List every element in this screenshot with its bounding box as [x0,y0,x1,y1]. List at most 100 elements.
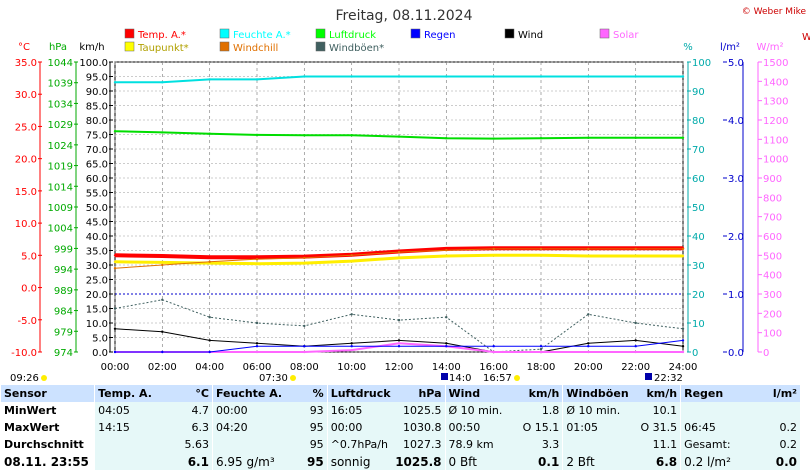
series-point-solar [539,350,543,354]
series-point-regen [255,345,259,348]
series-point-luftdruck [587,136,590,139]
solar-tick: 1200 [763,116,788,127]
extra-axis-letter: W [802,32,810,43]
wind-tick: 50.0 [86,203,108,214]
cell-note: Gesamt: [684,438,731,451]
cell-note: 01:05 [566,421,599,434]
stats-header-rain: Regen [684,387,724,400]
series-point-wind [350,342,353,345]
cell-note: 06:45 [684,421,716,434]
press-tick: 1014 [48,182,73,193]
stats-header-wind-unit: km/h [528,387,560,400]
marker-end-time: 22:32 [654,373,683,384]
cell-note: 00:50 [448,421,481,434]
wind-tick: 10.0 [86,319,108,330]
series-point-luftdruck [492,137,495,140]
stats-row-current: 08.11. 23:55 6.1 6.95 g/m³ 95 sonnig 1025.… [0,453,800,470]
series-point-luftdruck [397,135,401,138]
wind-tick: 25.0 [86,276,108,287]
stats-header-row: Sensor Temp. A. °C Feuchte A.% Luftdruck h… [0,385,800,402]
legend-label: Taupunkt* [137,43,189,54]
series-point-wind [681,345,685,348]
press-tick: 994 [54,265,73,276]
solar-tick: 200 [763,309,782,320]
hum-tick: 90 [692,87,705,98]
x-axis-labels: 00:00 02:00 04:00 06:00 08:00 10:00 12:00 14:00… [101,362,698,373]
series-point-luftdruck [445,137,448,140]
stats-header-sensor: Sensor [0,385,95,402]
cell-value: 1.8 [541,404,560,417]
row-label: MaxWert [0,419,95,436]
hum-tick: 80 [692,116,705,127]
sunset-time: 16:57 [483,373,512,384]
legend-label: Regen [424,30,456,41]
temp-tick: -5.0 [17,316,37,327]
solar-tick: 600 [763,232,782,243]
series-point-luftdruck [634,136,637,139]
x-tick-label: 02:00 [148,362,177,373]
wind-tick: 100.0 [79,58,108,69]
series-point-temp-a [255,256,259,259]
series-point-regen [113,350,117,354]
series-point-luftdruck [350,134,353,137]
series-point-windb-en [397,318,401,322]
wind-tick: 95.0 [86,73,108,84]
hum-tick: 100 [692,58,711,69]
stats-header-hum-unit: % [312,387,324,400]
hum-tick: 0 [692,348,698,359]
series-point-luftdruck [208,132,211,135]
series-point-windb-en [350,313,353,316]
series-point-luftdruck [303,134,306,137]
series-point-luftdruck [539,137,543,140]
cell-note: 14:15 [98,421,130,434]
solar-tick: 1400 [763,77,788,88]
stats-header-hum: Feuchte A. [215,387,283,400]
solar-tick: 100 [763,329,782,340]
legend-swatch [599,28,610,39]
series-point-taupunkt [539,254,543,257]
legend-label: Temp. A.* [137,30,186,41]
wind-unit: km/h [79,42,104,53]
press-tick: 1009 [48,203,73,214]
series-point-regen [445,345,448,348]
wind-tick: 75.0 [86,131,108,142]
stats-header-temp-unit: °C [195,387,209,400]
cell-value: 0.2 [779,438,798,451]
temp-unit: °C [18,42,30,53]
legend-swatch [124,41,135,52]
rain-unit: l/m² [720,42,740,53]
temp-tick: 10.0 [15,219,37,230]
cell-note: 00:00 [215,404,248,417]
series-point-luftdruck [681,136,685,139]
cell-value: O 15.1 [522,421,560,434]
series-point-temp-a [113,254,117,257]
press-tick: 984 [54,307,73,318]
legend-label: Windböen* [329,43,384,54]
series-point-solar [492,350,495,354]
stats-header-gust-unit: km/h [646,387,678,400]
cell-note: 04:05 [98,404,130,417]
series-point-feuchte-a [492,75,495,78]
press-tick: 974 [54,348,73,359]
series-point-feuchte-a [303,75,306,78]
wind-tick: 90.0 [86,87,108,98]
series-point-wind [445,342,448,345]
solar-tick: 1300 [763,97,788,108]
stats-header-rain-unit: l/m² [772,387,797,400]
series-point-windchill [587,247,590,251]
series-point-regen [397,345,401,348]
wind-tick: 60.0 [86,174,108,185]
wind-tick: 20.0 [86,290,108,301]
wind-tick: 30.0 [86,261,108,272]
row-label: MinWert [0,402,95,419]
legend-swatch [410,28,421,39]
cell-note: ^0.7hPa/h [330,438,388,451]
chart-title: Freitag, 08.11.2024 [336,8,473,24]
cell-note: 6.95 g/m³ [215,454,275,469]
cell-value: 4.7 [191,404,209,417]
cell-value: 95 [306,454,324,469]
cell-value: 1030.8 [403,421,442,434]
wind-tick: 0.0 [92,348,108,359]
legend-swatch [124,28,135,39]
series-point-taupunkt [634,254,637,258]
